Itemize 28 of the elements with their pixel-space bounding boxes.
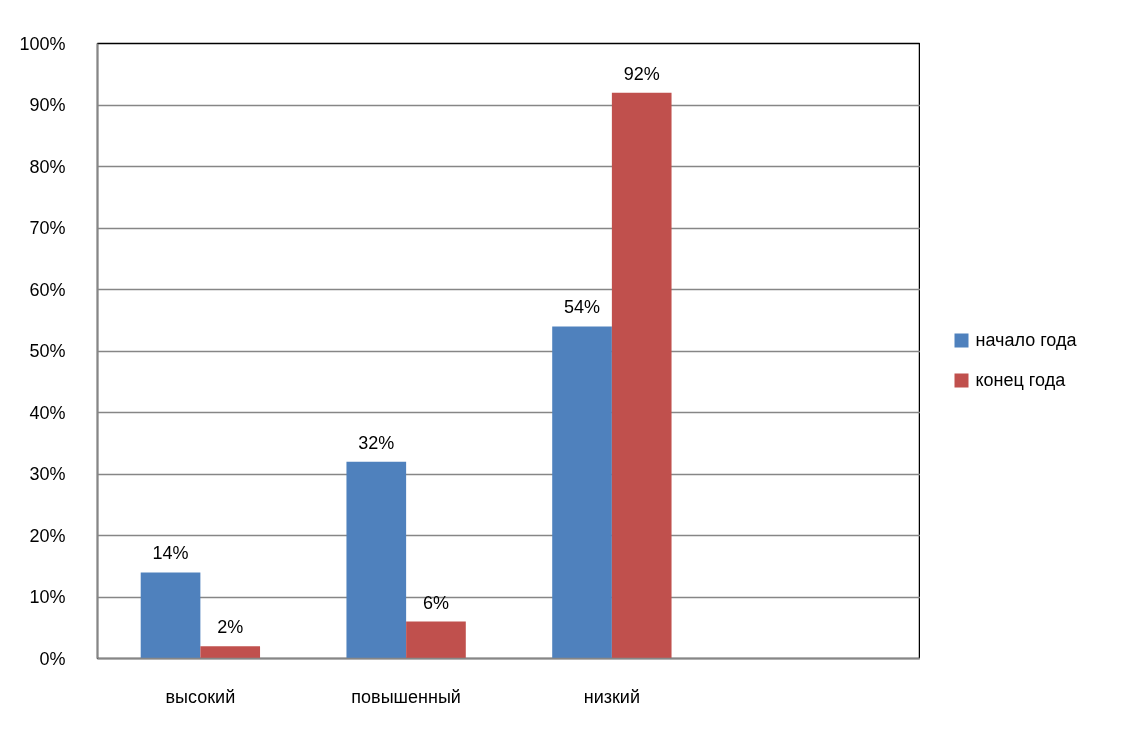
y-tick-label: 100% [19, 33, 66, 54]
data-label: 92% [623, 63, 660, 84]
data-label: 54% [564, 297, 601, 318]
y-tick-label: 30% [29, 464, 66, 484]
y-tick-label: 90% [29, 95, 66, 115]
x-tick-label: высокий [165, 686, 236, 707]
bar [346, 461, 407, 659]
bar [611, 92, 672, 659]
y-tick-label: 10% [29, 587, 66, 607]
bar [406, 621, 466, 659]
data-label: 14% [152, 543, 189, 564]
y-tick-label: 20% [29, 525, 66, 546]
x-tick-label: низкий [583, 686, 640, 707]
y-tick-label: 0% [39, 648, 66, 669]
bar [140, 572, 201, 659]
legend-label: начало года [975, 330, 1078, 351]
y-tick-label: 80% [29, 156, 66, 177]
data-label: 2% [217, 617, 244, 638]
y-tick-label: 50% [29, 341, 66, 361]
legend-label: конец года [975, 370, 1067, 391]
y-tick-label: 60% [29, 279, 66, 300]
bar [200, 646, 261, 659]
data-label: 6% [422, 592, 449, 613]
data-label: 32% [358, 432, 395, 453]
bar [552, 326, 612, 659]
x-tick-label: повышенный [351, 686, 461, 707]
y-tick-label: 70% [29, 218, 66, 238]
y-tick-label: 40% [29, 402, 66, 423]
